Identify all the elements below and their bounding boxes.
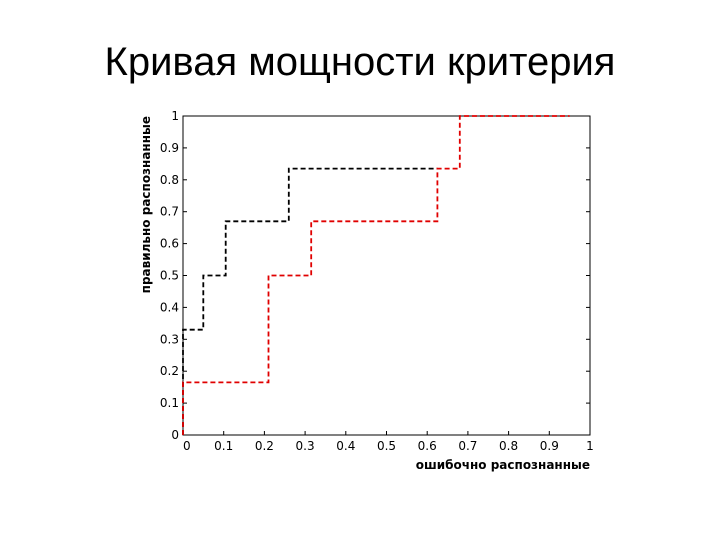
series-line-1 [182,167,438,435]
y-tick-label: 0.1 [160,396,179,410]
y-tick-label: 0.5 [160,269,179,283]
y-tick-label: 1 [171,109,179,123]
x-tick-label: 0.8 [499,439,518,453]
y-tick-label: 0.2 [160,364,179,378]
axes [182,115,591,436]
x-tick-label: 0.3 [296,439,315,453]
y-tick-label: 0.8 [160,173,179,187]
x-tick-label: 0 [183,439,191,453]
x-tick-label: 0.6 [418,439,437,453]
y-tick-label: 0.9 [160,141,179,155]
x-tick-label: 0.2 [255,439,274,453]
y-axis-label: правильно распознанные [139,116,153,293]
plot-frame [182,115,591,436]
x-tick-label: 0.9 [540,439,559,453]
series-lines [182,115,570,435]
tick-labels: 0 0.1 0.2 0.3 0.4 0.5 0.6 0.7 0.8 0.9 1 0 0.1 0.2 0.3 0… [160,109,594,453]
y-tick-label: 0.4 [160,300,179,314]
slide-title: Кривая мощности критерия [104,40,616,84]
y-tick-label: 0.6 [160,237,179,251]
y-tick-label: 0.7 [160,205,179,219]
x-tick-label: 1 [586,439,594,453]
series-line-2 [182,115,570,435]
x-tick-label: 0.1 [214,439,233,453]
x-tick-label: 0.5 [377,439,396,453]
x-tick-label: 0.7 [458,439,477,453]
x-axis-label: ошибочно распознанные [416,458,590,472]
y-tick-label: 0.3 [160,332,179,346]
y-tick-label: 0 [171,428,179,442]
x-tick-label: 0.4 [336,439,355,453]
